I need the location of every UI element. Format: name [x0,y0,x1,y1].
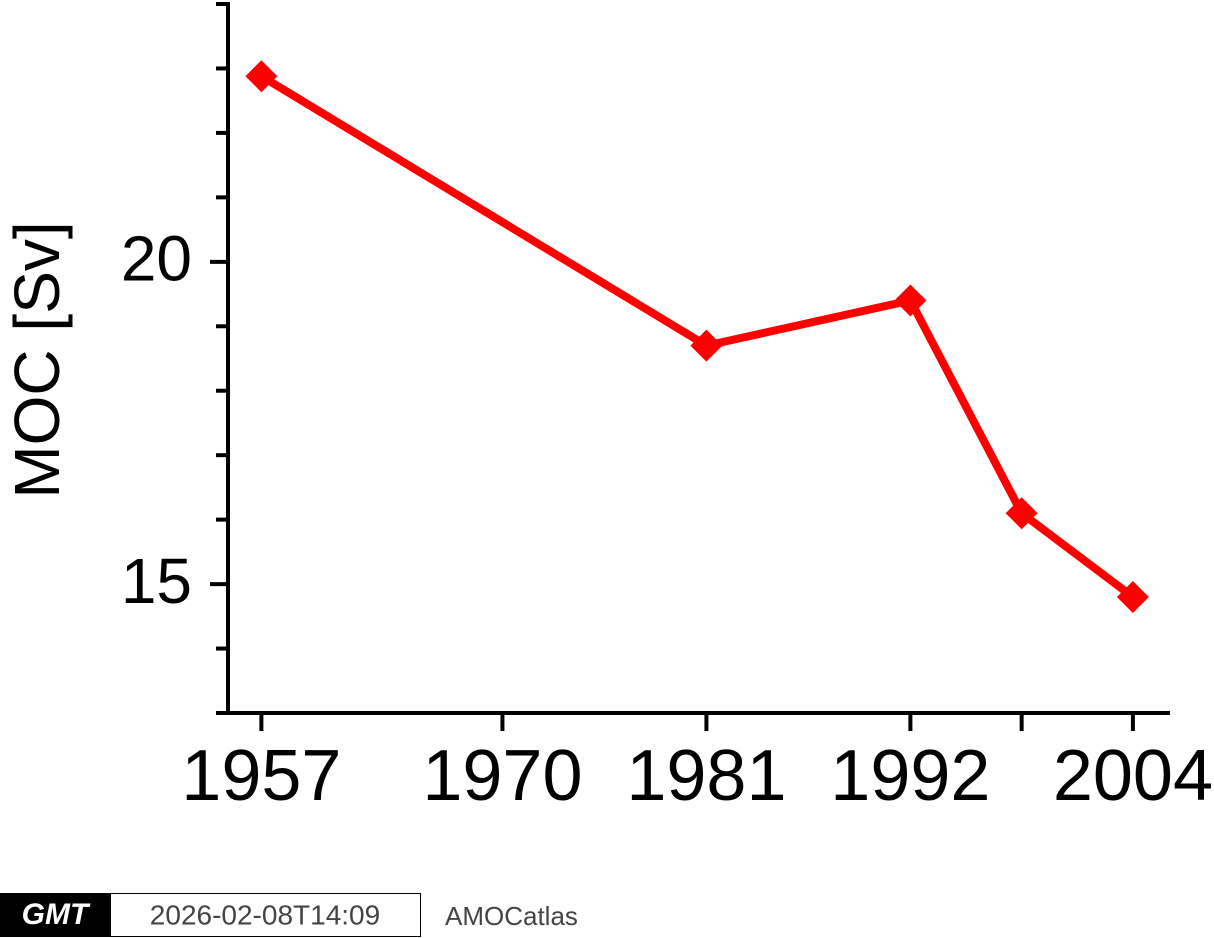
data-marker [1005,497,1038,530]
y-axis-label: MOC [Sv] [1,221,73,498]
logo-box [0,893,110,937]
x-tick-label: 2004 [1053,736,1213,816]
data-marker [1116,580,1149,613]
x-tick-label: 1970 [422,736,582,816]
x-tick-label: 1981 [626,736,786,816]
x-tick-label: 1957 [181,736,341,816]
x-tick-label: 1992 [830,736,990,816]
logo: GMT [22,898,91,931]
data-marker [894,284,927,317]
timestamp: 2026-02-08T14:09 [150,899,380,930]
timestamp-box [110,893,421,937]
data-marker [245,60,278,93]
y-tick-label: 20 [121,223,192,295]
source-label: AMOCatlas [445,901,578,931]
data-line [259,72,1136,601]
y-tick-label: 15 [121,545,192,617]
data-marker [690,329,723,362]
